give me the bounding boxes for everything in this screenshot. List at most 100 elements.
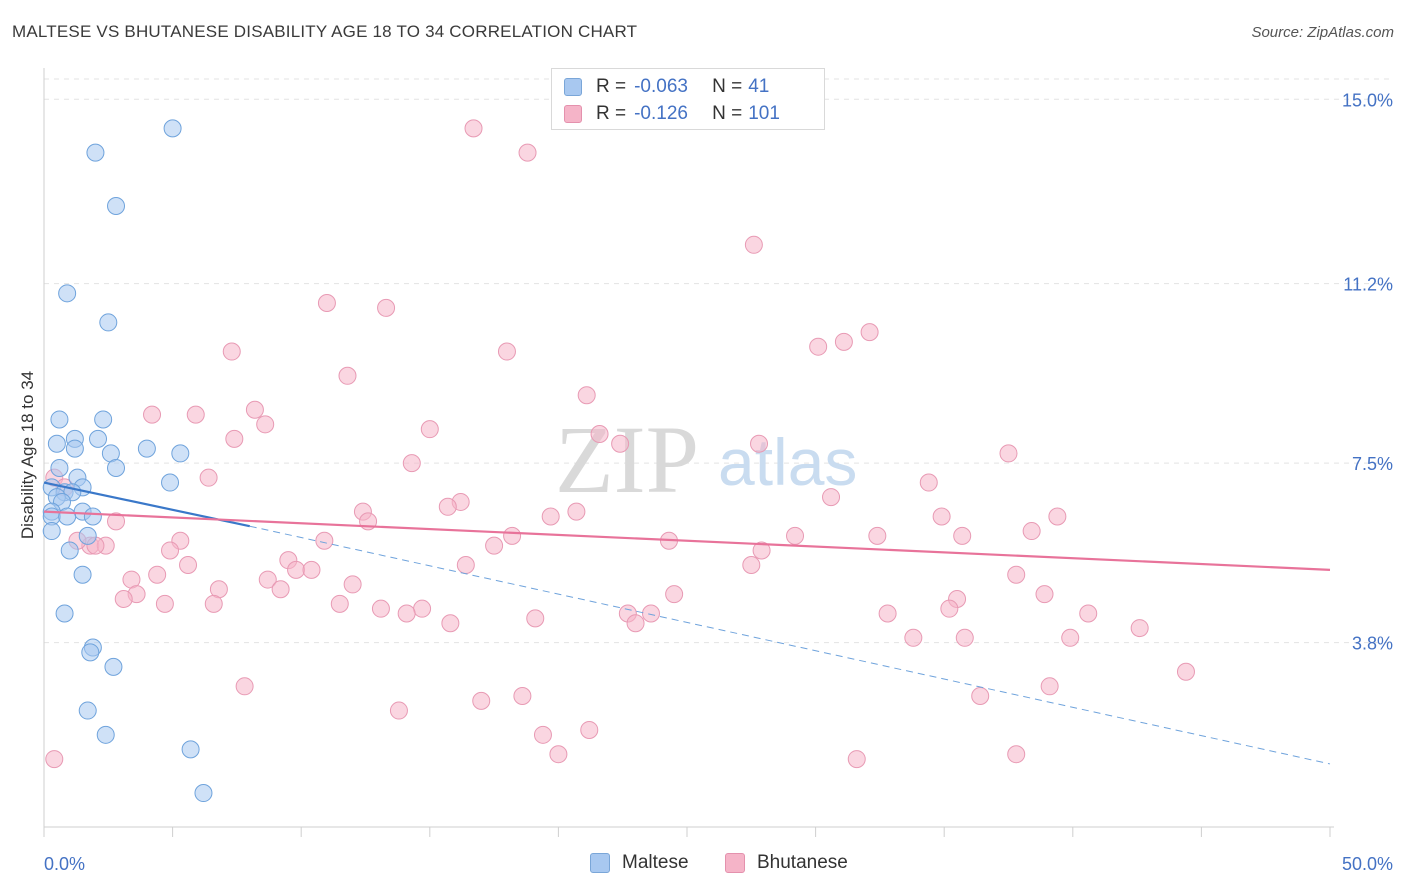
data-point-bhutanese: [953, 526, 972, 545]
trend-line-bhutanese: [43, 510, 1331, 571]
data-point-maltese: [83, 507, 102, 526]
data-point-bhutanese: [287, 560, 306, 579]
data-point-maltese: [58, 284, 77, 303]
data-point-maltese: [171, 444, 190, 463]
data-point-maltese: [78, 701, 97, 720]
data-point-bhutanese: [389, 701, 408, 720]
watermark: ZIP atlas: [555, 406, 857, 513]
data-point-bhutanese: [377, 298, 396, 317]
data-point-maltese: [163, 119, 182, 138]
y-axis-label: Disability Age 18 to 34: [18, 371, 37, 539]
data-point-bhutanese: [847, 750, 866, 769]
stats-n-label: N =: [712, 76, 743, 97]
data-point-bhutanese: [186, 405, 205, 424]
data-point-bhutanese: [809, 337, 828, 356]
stats-row-maltese: R = -0.063 N = 41: [564, 74, 769, 100]
data-point-bhutanese: [402, 454, 421, 473]
data-point-maltese: [55, 604, 74, 623]
data-point-bhutanese: [1048, 507, 1067, 526]
stats-swatch-bhutanese: [564, 105, 582, 123]
data-point-maltese: [81, 643, 100, 662]
data-point-maltese: [65, 439, 84, 458]
stats-n-value: 41: [748, 76, 770, 97]
watermark-atlas: atlas: [718, 425, 857, 499]
stats-swatch-maltese: [564, 78, 582, 96]
axes: [43, 68, 1334, 837]
data-point-bhutanese: [786, 526, 805, 545]
data-point-bhutanese: [497, 342, 516, 361]
data-point-bhutanese: [302, 560, 321, 579]
data-point-bhutanese: [955, 628, 974, 647]
data-point-bhutanese: [143, 405, 162, 424]
legend-swatch-bhutanese: [725, 853, 745, 873]
data-point-bhutanese: [1130, 619, 1149, 638]
data-point-maltese: [60, 541, 79, 560]
data-point-maltese: [104, 657, 123, 676]
stats-n-value: 101: [748, 103, 780, 124]
data-point-bhutanese: [1079, 604, 1098, 623]
data-point-bhutanese: [1035, 585, 1054, 604]
data-point-bhutanese: [245, 400, 264, 419]
data-point-bhutanese: [161, 541, 180, 560]
stats-r-label: R =: [596, 103, 627, 124]
data-point-bhutanese: [860, 323, 879, 342]
y-tick-label: 7.5%: [1352, 454, 1393, 474]
legend-item-maltese: Maltese: [590, 852, 689, 874]
data-point-bhutanese: [256, 415, 275, 434]
data-point-bhutanese: [971, 687, 990, 706]
data-point-bhutanese: [1176, 662, 1195, 681]
data-point-bhutanese: [317, 294, 336, 313]
data-point-bhutanese: [397, 604, 416, 623]
data-point-bhutanese: [752, 541, 771, 560]
data-point-bhutanese: [1022, 522, 1041, 541]
data-point-bhutanese: [258, 570, 277, 589]
data-point-bhutanese: [541, 507, 560, 526]
legend-swatch-maltese: [590, 853, 610, 873]
legend-item-bhutanese: Bhutanese: [725, 852, 848, 874]
data-point-bhutanese: [438, 497, 457, 516]
data-point-maltese: [161, 473, 180, 492]
legend-label-bhutanese: Bhutanese: [757, 852, 848, 873]
data-point-maltese: [50, 410, 69, 429]
data-point-bhutanese: [315, 531, 334, 550]
data-point-maltese: [73, 565, 92, 584]
data-point-maltese: [137, 439, 156, 458]
data-point-bhutanese: [485, 536, 504, 555]
data-point-bhutanese: [932, 507, 951, 526]
y-tick-label: 11.2%: [1343, 275, 1393, 295]
data-point-maltese: [107, 196, 126, 215]
data-point-bhutanese: [225, 429, 244, 448]
data-point-bhutanese: [338, 366, 357, 385]
data-point-bhutanese: [179, 556, 198, 575]
data-point-bhutanese: [834, 332, 853, 351]
data-point-bhutanese: [114, 589, 133, 608]
data-point-bhutanese: [222, 342, 241, 361]
data-point-bhutanese: [999, 444, 1018, 463]
data-point-maltese: [181, 740, 200, 759]
data-point-maltese: [50, 458, 69, 477]
data-point-bhutanese: [742, 556, 761, 575]
y-tick-label: 3.8%: [1352, 634, 1393, 654]
data-point-bhutanese: [580, 720, 599, 739]
data-point-bhutanese: [456, 556, 475, 575]
data-point-bhutanese: [526, 609, 545, 628]
data-point-bhutanese: [1007, 745, 1026, 764]
watermark-zip: ZIP: [555, 406, 699, 513]
data-point-bhutanese: [518, 143, 537, 162]
trend-line-maltese-extension: [249, 525, 1331, 765]
stats-r-value: -0.126: [634, 103, 688, 124]
data-point-bhutanese: [204, 594, 223, 613]
data-point-bhutanese: [148, 565, 167, 584]
data-point-maltese: [47, 434, 66, 453]
data-point-bhutanese: [271, 580, 290, 599]
data-point-maltese: [94, 410, 113, 429]
data-point-bhutanese: [567, 502, 586, 521]
legend-label-maltese: Maltese: [622, 852, 689, 873]
series-bhutanese: [45, 119, 1195, 769]
data-point-bhutanese: [199, 468, 218, 487]
grid-lines: [44, 78, 1392, 644]
data-point-bhutanese: [904, 628, 923, 647]
data-point-bhutanese: [611, 434, 630, 453]
data-point-bhutanese: [750, 434, 769, 453]
stats-box: R = -0.063 N = 41 R = -0.126 N = 101: [551, 68, 825, 130]
